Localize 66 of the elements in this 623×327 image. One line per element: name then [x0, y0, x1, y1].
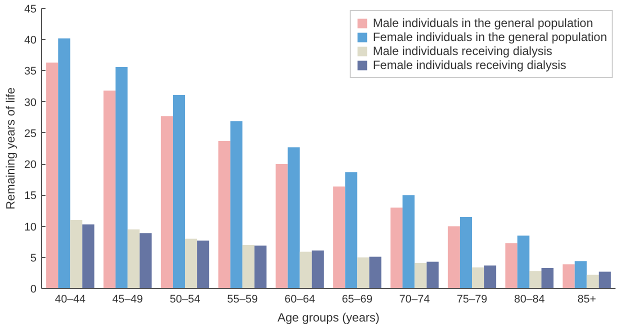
x-tick-label: 75–79 — [456, 294, 488, 306]
y-tick-label: 15 — [24, 190, 37, 202]
bar — [472, 267, 484, 288]
x-tick-label: 50–54 — [170, 294, 200, 306]
bar — [103, 90, 116, 288]
bar — [402, 195, 415, 288]
bar — [586, 274, 599, 288]
legend-label: Male individuals in the general population — [372, 16, 593, 30]
bar — [484, 265, 496, 288]
bar — [460, 216, 472, 288]
bar — [58, 38, 70, 288]
bar — [598, 272, 611, 288]
bar — [357, 257, 370, 288]
bar — [562, 264, 575, 288]
x-tick-label: 85+ — [577, 294, 596, 306]
bar — [541, 268, 554, 288]
bar — [529, 271, 542, 288]
bar — [242, 244, 254, 288]
bar — [254, 246, 267, 288]
y-tick-label: 30 — [24, 96, 37, 109]
legend-label: Female individuals in the general population — [372, 30, 607, 44]
bar — [448, 226, 460, 288]
bar — [140, 233, 152, 288]
bar — [46, 62, 58, 288]
x-tick-label: 70–74 — [399, 294, 430, 306]
bar — [333, 186, 346, 288]
y-tick-label: 45 — [24, 4, 37, 16]
bar — [300, 252, 312, 288]
bar — [82, 224, 94, 288]
bar — [160, 116, 173, 288]
bar — [312, 250, 324, 288]
bar — [116, 66, 128, 288]
y-tick-label: 40 — [24, 34, 37, 47]
legend-label: Male individuals receiving dialysis — [372, 44, 552, 58]
y-tick-label: 25 — [24, 128, 37, 140]
bar — [70, 220, 82, 288]
bar — [128, 229, 140, 288]
bar — [426, 262, 439, 288]
bar — [345, 172, 358, 288]
x-axis-title: Age groups (years) — [277, 310, 380, 324]
bar — [218, 141, 230, 288]
y-tick-label: 5 — [30, 252, 37, 264]
bar — [574, 261, 587, 288]
bar — [414, 262, 427, 288]
bar — [369, 256, 382, 288]
x-tick-label: 80–84 — [514, 294, 545, 306]
x-tick-label: 55–59 — [227, 294, 258, 306]
y-tick-label: 0 — [30, 284, 37, 296]
bar — [390, 208, 403, 288]
bar — [172, 94, 185, 288]
y-tick-label: 35 — [24, 66, 37, 78]
bar — [230, 121, 242, 288]
bar — [276, 164, 288, 288]
x-tick-label: 45–49 — [112, 294, 143, 306]
y-tick-label: 10 — [24, 221, 37, 234]
x-tick-label: 65–69 — [342, 294, 372, 306]
bar — [185, 238, 198, 288]
x-tick-label: 40–44 — [54, 294, 86, 306]
bar — [517, 236, 530, 288]
y-axis-title: Remaining years of life — [3, 87, 18, 210]
bar — [197, 240, 210, 288]
y-tick-label: 20 — [24, 159, 37, 172]
bar — [288, 147, 300, 288]
x-tick-label: 60–64 — [284, 294, 316, 306]
bar — [505, 243, 518, 288]
legend-label: Female individuals receiving dialysis — [372, 58, 566, 72]
